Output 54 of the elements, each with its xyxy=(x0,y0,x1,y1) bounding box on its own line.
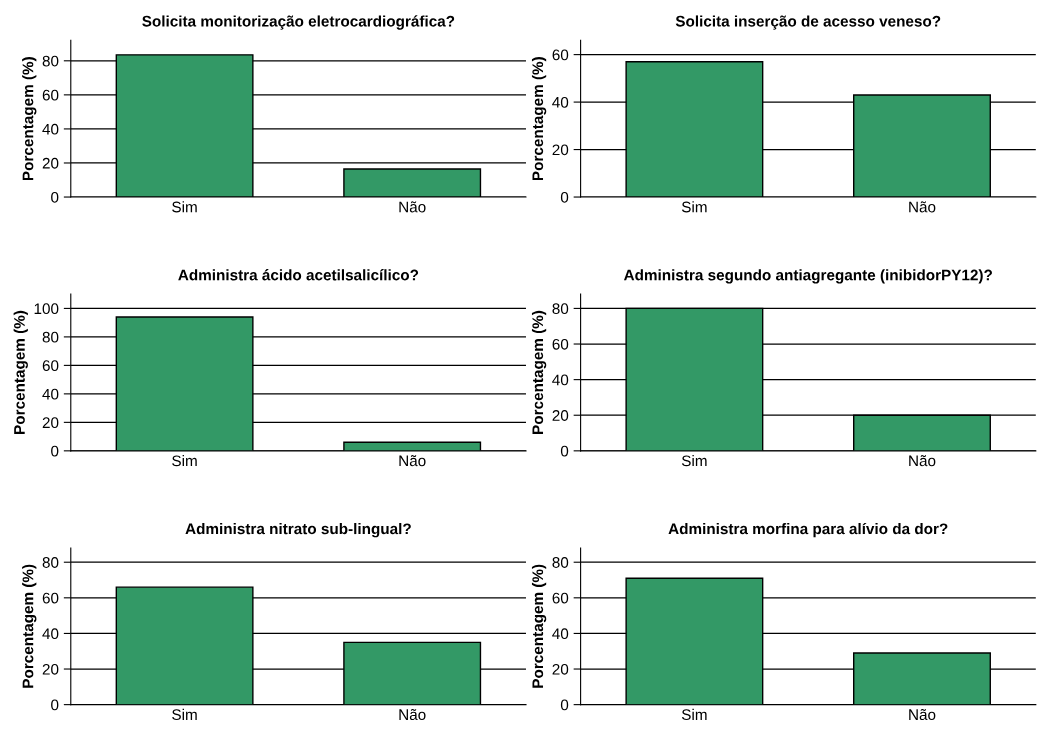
y-tick-label: 40 xyxy=(552,374,569,386)
y-axis-title: Porcentagem (%) xyxy=(13,310,28,434)
y-tick-label: 0 xyxy=(51,445,59,457)
chart-title: Solicita monitorização eletrocardiográfica? xyxy=(142,15,455,30)
x-tick-label: Não xyxy=(909,455,936,467)
y-tick-label: 20 xyxy=(552,663,569,675)
y-tick-label: 0 xyxy=(51,699,59,711)
y-axis-title: Porcentagem (%) xyxy=(531,564,547,688)
x-tick-label: Sim xyxy=(681,708,707,721)
y-axis-title: Porcentagem (%) xyxy=(22,564,37,688)
x-tick-label: Sim xyxy=(172,455,197,467)
y-tick-label: 80 xyxy=(42,55,59,67)
chart-title: Solicita inserção de acesso veneso? xyxy=(675,15,941,30)
y-tick-label: 20 xyxy=(552,144,569,156)
y-axis-title: Porcentagem (%) xyxy=(531,310,547,434)
y-tick-label: 80 xyxy=(42,331,59,343)
y-tick-label: 0 xyxy=(560,699,569,711)
y-tick-label: 80 xyxy=(552,557,569,568)
y-tick-label: 80 xyxy=(552,303,569,315)
y-tick-label: 20 xyxy=(42,417,59,429)
y-tick-label: 20 xyxy=(552,410,569,421)
y-tick-label: 20 xyxy=(42,157,59,169)
x-tick-label: Sim xyxy=(681,201,707,213)
chart-title: Administra ácido acetilsalicílico? xyxy=(178,269,419,281)
x-tick-label: Sim xyxy=(172,708,197,721)
x-tick-label: Sim xyxy=(681,455,707,467)
chart-title: Administra nitrato sub-lingual? xyxy=(185,523,411,538)
y-axis-title: Porcentagem (%) xyxy=(22,57,37,181)
x-tick-label: Sim xyxy=(172,201,197,213)
y-tick-label: 20 xyxy=(42,663,59,675)
x-tick-label: Não xyxy=(399,455,426,467)
y-tick-label: 80 xyxy=(42,557,59,568)
y-tick-label: 60 xyxy=(552,49,569,61)
y-tick-label: 60 xyxy=(552,592,569,604)
y-tick-label: 40 xyxy=(42,628,59,640)
y-tick-label: 60 xyxy=(42,592,59,604)
chart-title: Administra segundo antiagregante (inibidorPY12)? xyxy=(623,269,992,284)
y-tick-label: 40 xyxy=(552,628,569,640)
y-tick-label: 0 xyxy=(560,445,569,457)
y-axis-title: Porcentagem (%) xyxy=(531,57,547,181)
y-tick-label: 0 xyxy=(560,191,569,203)
y-tick-label: 60 xyxy=(42,89,59,101)
y-tick-label: 60 xyxy=(42,360,59,372)
chart-title: Administra morfina para alívio da dor? xyxy=(668,522,948,538)
y-tick-label: 60 xyxy=(552,338,569,350)
y-tick-label: 100 xyxy=(34,303,59,315)
x-tick-label: Não xyxy=(399,201,426,213)
y-tick-label: 40 xyxy=(552,96,569,108)
x-tick-label: Não xyxy=(909,201,936,213)
x-tick-label: Não xyxy=(399,708,426,721)
y-tick-label: 40 xyxy=(42,388,59,400)
x-tick-label: Não xyxy=(909,708,936,721)
y-tick-label: 40 xyxy=(42,123,59,135)
y-tick-label: 0 xyxy=(51,191,59,203)
